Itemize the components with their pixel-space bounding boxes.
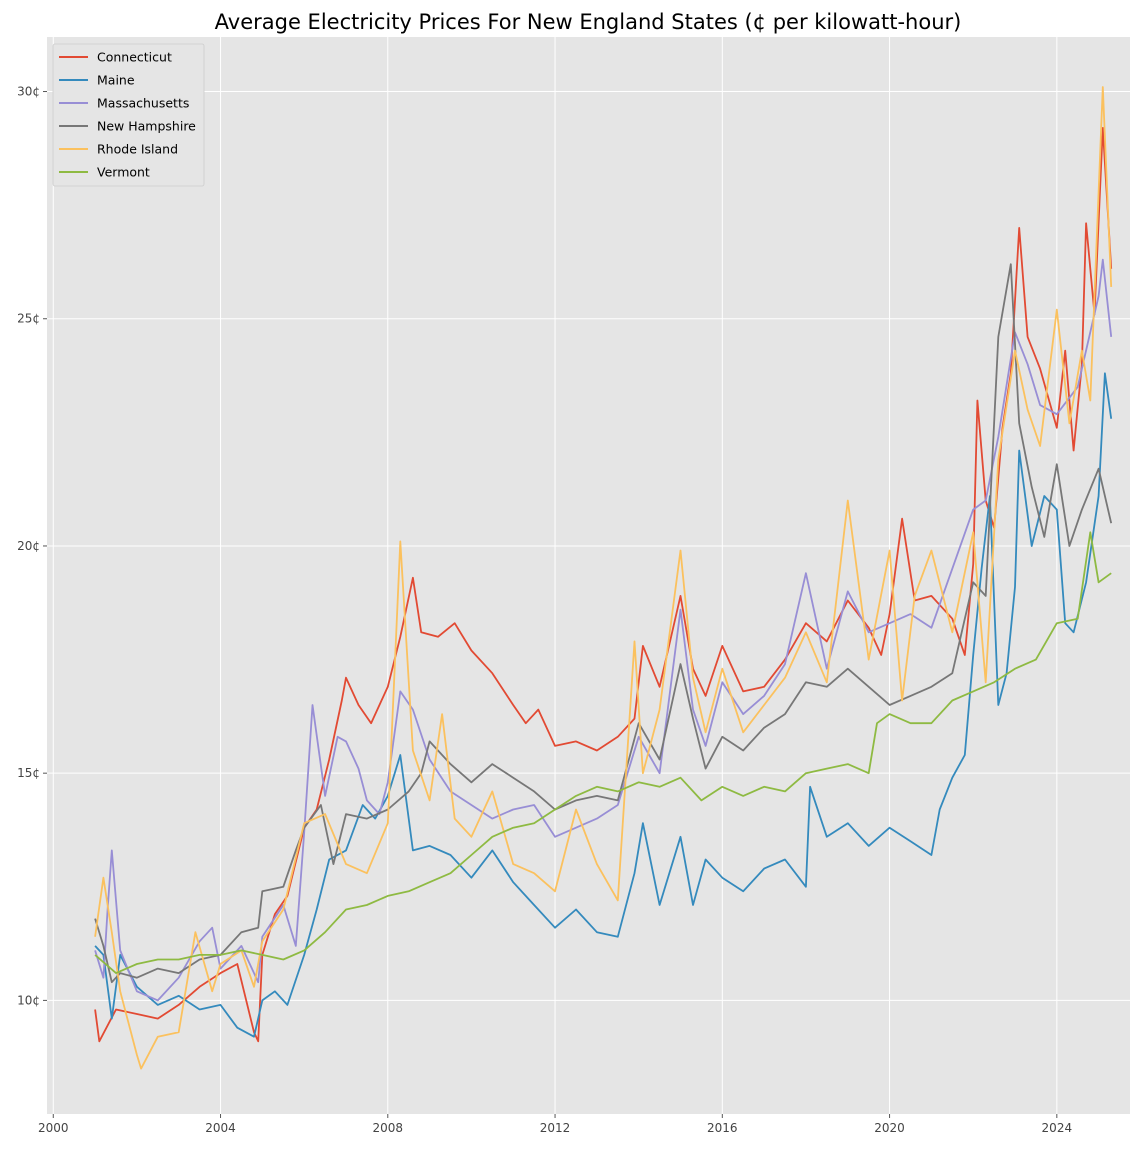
- gridlines: [47, 37, 1130, 1114]
- legend-label-massachusetts: Massachusetts: [97, 96, 189, 111]
- legend-label-new-hampshire: New Hampshire: [97, 119, 196, 134]
- x-tick-label: 2008: [373, 1121, 404, 1135]
- x-tick-label: 2016: [707, 1121, 738, 1135]
- series-line-new-hampshire: [94, 263, 1113, 984]
- series-group: [94, 86, 1113, 1070]
- y-tick-label: 10¢: [17, 993, 40, 1007]
- x-tick-label: 2004: [205, 1121, 236, 1135]
- series-line-massachusetts: [94, 258, 1113, 1002]
- legend-label-vermont: Vermont: [97, 165, 150, 180]
- legend: Connecticut Maine Massachusetts New Hampshi…: [52, 43, 205, 187]
- axis-ticks: 2000 2004 2008 2012 2016 2020 2024 10¢ 15¢ 20¢ 25¢…: [17, 85, 1072, 1135]
- series-line-maine: [94, 372, 1113, 1038]
- y-tick-label: 30¢: [17, 85, 40, 99]
- x-tick-label: 2024: [1042, 1121, 1073, 1135]
- series-line-vermont: [94, 531, 1112, 974]
- legend-label-rhode-island: Rhode Island: [97, 142, 178, 157]
- legend-box: [52, 43, 205, 187]
- series-line-rhode-island: [94, 86, 1113, 1070]
- y-tick-label: 25¢: [17, 312, 40, 326]
- x-tick-label: 2000: [38, 1121, 69, 1135]
- legend-label-maine: Maine: [97, 73, 135, 88]
- x-tick-label: 2012: [540, 1121, 571, 1135]
- legend-label-connecticut: Connecticut: [97, 50, 172, 65]
- y-tick-label: 20¢: [17, 539, 40, 553]
- plot-area: [47, 37, 1130, 1114]
- y-tick-label: 15¢: [17, 766, 40, 780]
- x-tick-label: 2020: [874, 1121, 905, 1135]
- chart-title: Average Electricity Prices For New Engla…: [215, 10, 962, 34]
